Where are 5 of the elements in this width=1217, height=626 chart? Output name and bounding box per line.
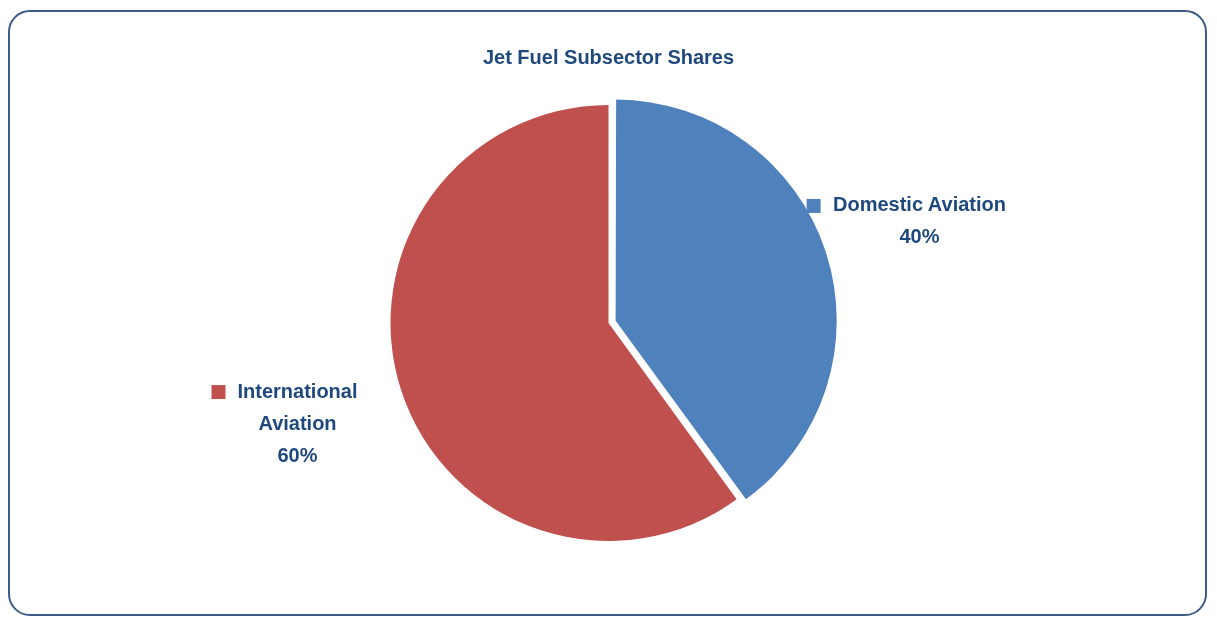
data-label: 40% [899,225,940,248]
data-label: 60% [277,443,318,466]
legend-label: International Aviation [237,379,358,434]
chart-title: Jet Fuel Subsector Shares [482,45,735,68]
legend-label: Domestic Aviation [833,193,1006,216]
